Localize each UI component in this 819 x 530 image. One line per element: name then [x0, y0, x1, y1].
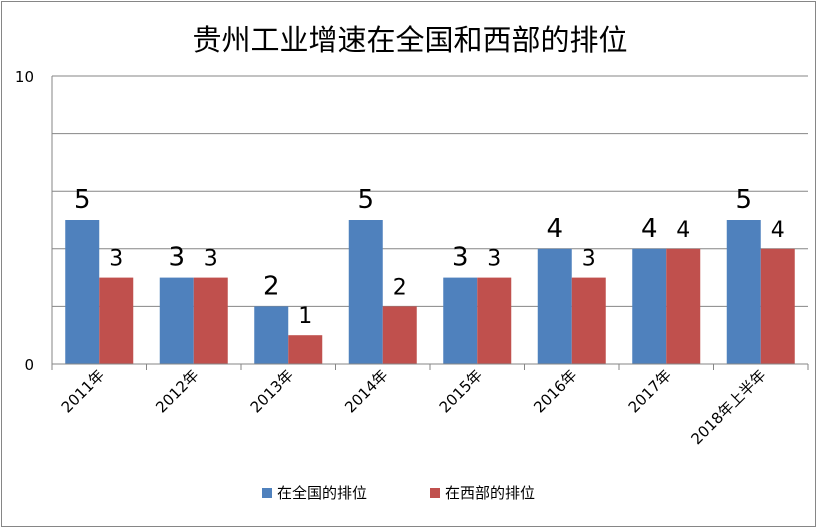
- legend-label: 在西部的排位: [445, 484, 535, 502]
- x-tick-label: 2017年: [625, 366, 675, 416]
- x-tick-label: 2015年: [436, 366, 486, 416]
- bar-national-1: [159, 277, 194, 364]
- chart-title: 贵州工业增速在全国和西部的排位: [192, 23, 627, 57]
- x-tick-label: 2011年: [58, 366, 108, 416]
- data-label: 2: [263, 271, 280, 301]
- bar-western-6: [666, 248, 701, 364]
- data-label: 2: [393, 275, 407, 300]
- data-label: 3: [582, 247, 596, 272]
- bar-western-2: [288, 335, 323, 364]
- y-tick-label: 10: [15, 68, 34, 86]
- bar-western-4: [477, 277, 512, 364]
- bar-western-3: [382, 306, 417, 364]
- data-label: 4: [771, 218, 785, 243]
- bar-national-0: [65, 220, 100, 364]
- data-label: 5: [357, 185, 374, 215]
- legend: 在全国的排位 在西部的排位: [262, 484, 535, 502]
- bar-western-5: [571, 277, 606, 364]
- data-label: 4: [676, 218, 690, 243]
- bar-western-7: [760, 248, 795, 364]
- bar-western-1: [193, 277, 228, 364]
- data-label: 3: [204, 247, 218, 272]
- bar-national-5: [537, 248, 572, 364]
- bar-national-6: [632, 248, 667, 364]
- x-tick-label: 2013年: [247, 366, 297, 416]
- x-tick-label: 2012年: [152, 366, 202, 416]
- y-tick-label: 0: [24, 356, 34, 374]
- bar-western-0: [99, 277, 134, 364]
- data-label: 3: [168, 243, 185, 273]
- bar-national-4: [443, 277, 478, 364]
- x-tick-label: 2018年上半年: [687, 366, 769, 448]
- data-label: 3: [487, 247, 501, 272]
- data-label: 3: [109, 247, 123, 272]
- data-label: 4: [546, 214, 563, 244]
- bar-national-3: [348, 220, 383, 364]
- legend-swatch: [262, 488, 272, 498]
- legend-label: 在全国的排位: [277, 484, 367, 502]
- bar-national-7: [726, 220, 761, 364]
- x-tick-label: 2014年: [341, 366, 391, 416]
- bar-national-2: [254, 306, 289, 364]
- legend-swatch: [430, 488, 440, 498]
- data-label: 5: [74, 185, 91, 215]
- bars: [65, 220, 795, 364]
- data-label: 1: [298, 304, 312, 329]
- x-tick-label: 2016年: [530, 366, 580, 416]
- data-label: 5: [735, 185, 752, 215]
- data-label: 3: [452, 243, 469, 273]
- data-label: 4: [641, 214, 658, 244]
